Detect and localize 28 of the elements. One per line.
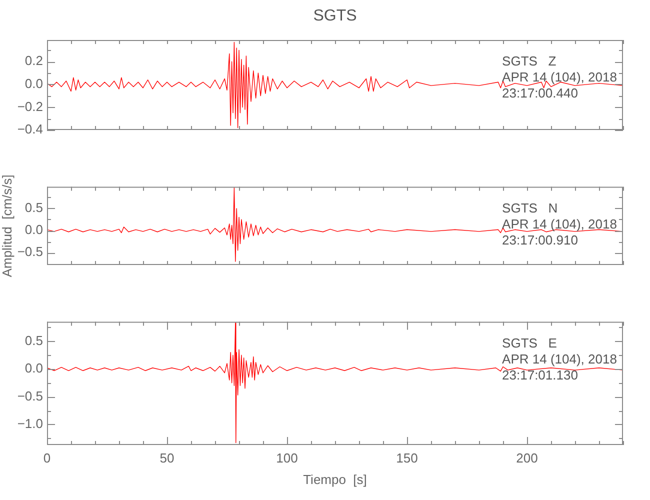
annotation: APR 14 (104), 2018 <box>502 216 617 232</box>
y-tick-label: 0.2 <box>24 53 43 68</box>
y-tick-label: −0.5 <box>17 244 43 260</box>
y-tick-label: −1.0 <box>17 416 43 432</box>
y-tick-label: −0.2 <box>17 98 43 114</box>
y-axis-title: Amplitud [cm/s/s] <box>0 174 14 278</box>
annotation: 23:17:00.440 <box>502 86 578 101</box>
annotation: SGTS Z <box>502 54 556 69</box>
annotation: SGTS E <box>502 335 558 350</box>
annotation: 23:17:01.130 <box>502 367 578 382</box>
y-tick-label: 0.0 <box>24 76 43 92</box>
chart-title: SGTS <box>313 7 357 24</box>
annotation: APR 14 (104), 2018 <box>502 351 617 366</box>
x-tick-label: 50 <box>160 450 174 466</box>
y-tick-label: 0.0 <box>24 360 43 376</box>
y-tick-label: −0.4 <box>17 122 43 137</box>
x-tick-label: 0 <box>43 450 51 466</box>
x-tick-label: 150 <box>396 450 418 466</box>
x-tick-label: 100 <box>276 450 298 466</box>
annotation: SGTS N <box>502 200 558 216</box>
x-axis-title: Tiempo [s] <box>303 472 367 487</box>
y-tick-label: 0.5 <box>24 200 43 216</box>
y-tick-label: −0.5 <box>17 388 43 404</box>
y-tick-label: 0.0 <box>24 222 43 238</box>
annotation: APR 14 (104), 2018 <box>502 70 617 85</box>
annotation: 23:17:00.910 <box>502 232 578 248</box>
y-tick-label: 0.5 <box>24 332 43 348</box>
x-tick-label: 200 <box>516 450 538 466</box>
